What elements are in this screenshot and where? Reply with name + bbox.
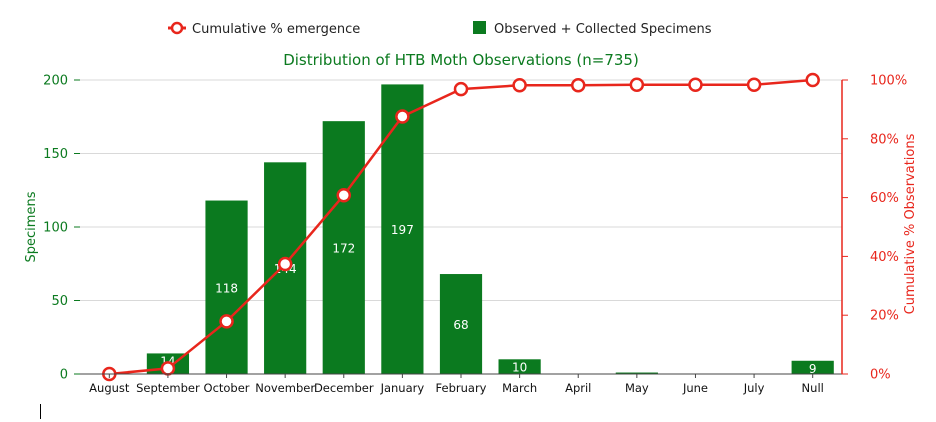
y-left-tick-label: 0 [60,368,68,383]
y-left-label: Specimens [24,191,39,262]
x-tick-label: September [136,381,200,395]
bar [439,274,483,374]
bar [498,359,541,374]
y-right-tick-label: 60% [870,191,899,206]
x-tick-label: November [255,381,315,395]
bar [615,372,658,374]
y-right-tick-label: 100% [870,74,907,89]
cumulative-point [746,77,762,92]
legend-item-specimens[interactable]: Observed + Collected Specimens [473,21,712,37]
y-right-tick-label: 40% [870,250,899,265]
cumulative-point [805,72,820,88]
cumulative-point [395,109,410,124]
y-left-tick-label: 200 [43,74,68,89]
cumulative-point [570,78,586,93]
bar-data-label: 9 [809,362,817,376]
x-tick-label: October [204,381,250,395]
x-tick-label: March [502,381,537,395]
cumulative-point [277,256,293,272]
cumulative-point [336,187,352,203]
cumulative-point [512,78,527,93]
bar-data-label: 197 [391,223,414,237]
cumulative-point [160,361,176,376]
chart-title: Distribution of HTB Moth Observations (n… [283,51,639,69]
y-left-tick-label: 150 [43,147,68,162]
y-right-label: Cumulative % Observations [903,133,918,314]
legend-swatch-specimens [473,21,486,34]
bar-data-label: 68 [453,318,468,332]
x-tick-label: Null [802,381,824,395]
y-right-tick-label: 0% [870,368,891,383]
bar-data-label: 10 [512,360,527,374]
y-left-tick-label: 50 [51,294,68,309]
grid [80,79,842,301]
legend-circle-marker [170,21,184,35]
legend-item-cumulative[interactable]: Cumulative % emergence [168,21,360,37]
cumulative-point [219,314,234,329]
x-tick-label: July [743,381,765,395]
text-cursor [40,404,41,419]
bar-labels: 1411814417219768109 [160,223,816,376]
x-tick-label: April [565,381,591,395]
x-tick-label: August [89,381,130,395]
cumulative-point [688,77,703,92]
x-tick-label: June [682,381,708,395]
legend-label-cumulative: Cumulative % emergence [192,22,360,37]
cumulative-point [629,77,645,92]
bar [791,360,834,374]
bar-data-label: 172 [332,242,355,256]
y-right-tick-label: 20% [870,309,899,324]
bar [381,84,424,374]
legend: Cumulative % emergence Observed + Collec… [168,21,712,37]
y-right-tick-label: 80% [870,132,899,147]
x-tick-label: February [436,381,487,395]
legend-label-specimens: Observed + Collected Specimens [494,22,712,37]
axes: 0 50 100 150 200 0% 20% 40% 60% 80% 100% August Sept… [43,74,907,396]
y-left-tick-label: 100 [43,221,68,236]
bars [146,84,834,374]
x-tick-label: January [380,381,425,395]
bar-data-label: 118 [215,281,238,295]
line-series [102,72,820,382]
bar [205,200,248,374]
x-tick-label: May [625,381,649,395]
bar [322,121,365,374]
x-tick-label: December [314,381,374,395]
cumulative-point [453,81,469,97]
